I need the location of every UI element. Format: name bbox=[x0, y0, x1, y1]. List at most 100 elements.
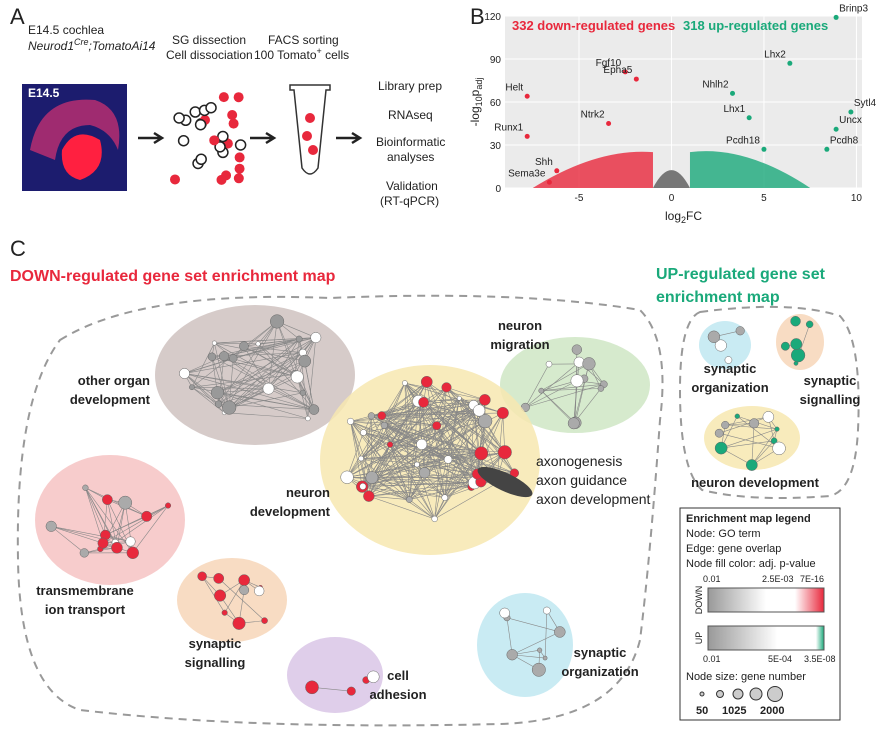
node bbox=[126, 546, 139, 560]
gene-label: Brinp3 bbox=[839, 3, 868, 14]
edge bbox=[573, 363, 590, 424]
density bbox=[532, 151, 653, 188]
point bbox=[524, 133, 530, 139]
edge bbox=[497, 412, 504, 478]
node bbox=[305, 680, 319, 695]
edge bbox=[363, 381, 427, 433]
edge bbox=[446, 387, 478, 475]
edge bbox=[506, 617, 513, 655]
gene-label: Sytl4 bbox=[854, 98, 877, 109]
genotype: Neurod1Cre;TomatoAi14 bbox=[28, 37, 156, 53]
node bbox=[441, 494, 449, 501]
node bbox=[506, 649, 518, 661]
cluster-label: signalling bbox=[185, 655, 246, 670]
point bbox=[746, 115, 752, 121]
node bbox=[714, 428, 724, 438]
edge bbox=[191, 342, 215, 388]
edge bbox=[224, 352, 304, 413]
edge bbox=[368, 495, 410, 500]
point bbox=[606, 121, 612, 126]
x-axis-label-part: 2 bbox=[681, 215, 686, 225]
node bbox=[125, 536, 136, 547]
gene-label: Uncx bbox=[839, 115, 862, 126]
node bbox=[497, 445, 512, 460]
up-title: UP-regulated gene set bbox=[656, 266, 826, 283]
edge bbox=[371, 477, 410, 500]
network bbox=[35, 305, 824, 713]
edge bbox=[105, 516, 147, 536]
node bbox=[570, 374, 584, 388]
y-axis-label: -log10padj bbox=[468, 78, 484, 127]
edge bbox=[268, 337, 317, 389]
node bbox=[714, 441, 728, 455]
node bbox=[214, 400, 223, 408]
node bbox=[567, 417, 580, 430]
edge bbox=[363, 410, 480, 433]
point bbox=[833, 14, 839, 20]
edge bbox=[362, 382, 406, 487]
x-tick-label: 5 bbox=[761, 193, 767, 204]
edge bbox=[228, 358, 234, 408]
edge bbox=[191, 386, 225, 413]
panel-label: C bbox=[10, 236, 26, 261]
y-tick-label: 90 bbox=[490, 55, 502, 66]
node bbox=[340, 470, 354, 484]
gene-label: Lhx1 bbox=[723, 104, 745, 115]
cell bbox=[302, 131, 312, 141]
node bbox=[479, 394, 491, 406]
size-key bbox=[767, 686, 783, 702]
edge bbox=[217, 388, 269, 394]
density bbox=[652, 170, 690, 188]
node bbox=[218, 351, 230, 362]
cell bbox=[173, 112, 185, 124]
legend-title: Enrichment map legend bbox=[686, 513, 811, 525]
cluster-label: other organ bbox=[78, 373, 150, 388]
edge bbox=[409, 499, 435, 520]
edge bbox=[184, 373, 269, 389]
node bbox=[543, 606, 551, 615]
edge bbox=[544, 610, 548, 659]
node bbox=[305, 415, 311, 422]
edge bbox=[368, 444, 391, 497]
y-tick-label: 30 bbox=[490, 141, 502, 152]
edge bbox=[426, 381, 515, 474]
up-border bbox=[678, 305, 860, 499]
panel-label: B bbox=[470, 4, 485, 29]
edge bbox=[350, 421, 363, 487]
cluster-label: synaptic bbox=[804, 373, 857, 388]
cell bbox=[233, 92, 244, 103]
edge bbox=[268, 338, 300, 389]
edge bbox=[294, 339, 300, 375]
down-title: DOWN-regulated gene set enrichment map bbox=[10, 268, 336, 285]
edge bbox=[201, 576, 225, 613]
node bbox=[211, 340, 217, 346]
cluster-label: organization bbox=[561, 664, 638, 679]
edge bbox=[229, 337, 316, 408]
cell bbox=[227, 109, 238, 120]
legend-text: UP bbox=[694, 632, 704, 645]
node bbox=[418, 467, 431, 479]
node bbox=[431, 515, 438, 523]
gene-label: Ntrk2 bbox=[581, 110, 605, 121]
step-text: (RT-qPCR) bbox=[380, 194, 439, 208]
node bbox=[531, 662, 546, 677]
edge bbox=[404, 382, 503, 414]
node bbox=[478, 413, 493, 429]
cluster-label: neuron bbox=[498, 318, 542, 333]
edge bbox=[257, 343, 298, 378]
node bbox=[255, 341, 261, 347]
node bbox=[377, 411, 387, 421]
edge bbox=[257, 343, 315, 410]
node bbox=[179, 368, 190, 379]
node bbox=[363, 490, 375, 502]
edge bbox=[362, 486, 445, 498]
node bbox=[721, 420, 730, 430]
node bbox=[358, 455, 364, 462]
node bbox=[707, 330, 721, 343]
node bbox=[499, 607, 510, 619]
cluster-label: adhesion bbox=[369, 687, 426, 702]
cell bbox=[209, 135, 220, 146]
edge bbox=[384, 381, 427, 426]
node bbox=[780, 341, 790, 351]
up-title: enrichment map bbox=[656, 289, 780, 306]
